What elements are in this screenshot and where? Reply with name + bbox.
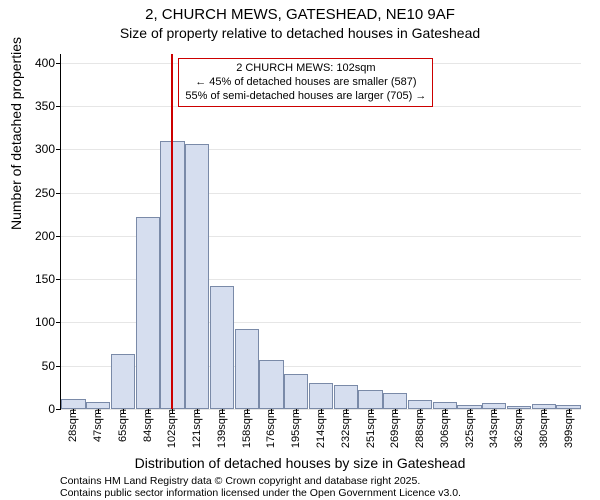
attribution-line1: Contains HM Land Registry data © Crown c… [60,475,461,487]
grid-line [61,193,581,194]
annotation-line: 55% of semi-detached houses are larger (… [185,90,426,104]
x-tick-label: 102sqm [166,409,178,448]
reference-line [171,54,173,409]
x-tick-label: 84sqm [142,409,154,442]
histogram-bar [111,354,135,409]
y-tick-label: 250 [35,186,61,200]
x-tick-label: 288sqm [414,409,426,448]
annotation-line: ← 45% of detached houses are smaller (58… [185,76,426,90]
histogram-bar [309,383,333,409]
y-tick-label: 300 [35,142,61,156]
grid-line [61,149,581,150]
x-tick-label: 28sqm [67,409,79,442]
x-tick-label: 251sqm [365,409,377,448]
y-tick-label: 100 [35,315,61,329]
x-tick-label: 139sqm [216,409,228,448]
x-tick-label: 176sqm [265,409,277,448]
attribution: Contains HM Land Registry data © Crown c… [60,475,461,499]
x-tick-label: 269sqm [389,409,401,448]
histogram-bar [61,399,85,409]
histogram-bar [284,374,308,410]
x-tick-label: 362sqm [513,409,525,448]
x-tick-label: 232sqm [340,409,352,448]
histogram-bar [210,286,234,409]
histogram-bar [433,402,457,409]
x-tick-label: 325sqm [464,409,476,448]
x-tick-label: 195sqm [290,409,302,448]
annotation-box: 2 CHURCH MEWS: 102sqm← 45% of detached h… [178,58,433,107]
y-tick-label: 200 [35,229,61,243]
histogram-bar [334,385,358,409]
histogram-bar [136,217,160,409]
y-tick-label: 400 [35,56,61,70]
y-tick-label: 150 [35,272,61,286]
histogram-bar [86,402,110,409]
annotation-line: 2 CHURCH MEWS: 102sqm [185,62,426,76]
x-tick-label: 343sqm [488,409,500,448]
x-tick-label: 158sqm [241,409,253,448]
histogram-bar [383,393,407,409]
x-tick-label: 399sqm [563,409,575,448]
histogram-bar [408,400,432,409]
histogram-bar [235,329,259,409]
y-tick-label: 0 [48,402,61,416]
x-tick-label: 306sqm [439,409,451,448]
chart-container: 2, CHURCH MEWS, GATESHEAD, NE10 9AF Size… [0,0,600,500]
histogram-bar [185,144,209,409]
y-tick-label: 50 [42,359,61,373]
x-tick-label: 47sqm [92,409,104,442]
attribution-line2: Contains public sector information licen… [60,487,461,499]
x-tick-label: 121sqm [191,409,203,448]
histogram-bar [358,390,382,409]
y-axis-label: Number of detached properties [8,37,24,230]
x-tick-label: 380sqm [538,409,550,448]
x-tick-label: 214sqm [315,409,327,448]
chart-title: 2, CHURCH MEWS, GATESHEAD, NE10 9AF [0,0,600,23]
histogram-bar [259,360,283,409]
chart-subtitle: Size of property relative to detached ho… [0,25,600,41]
y-tick-label: 350 [35,99,61,113]
plot-area: 05010015020025030035040028sqm47sqm65sqm8… [60,54,581,410]
x-tick-label: 65sqm [117,409,129,442]
x-axis-label: Distribution of detached houses by size … [0,455,600,471]
